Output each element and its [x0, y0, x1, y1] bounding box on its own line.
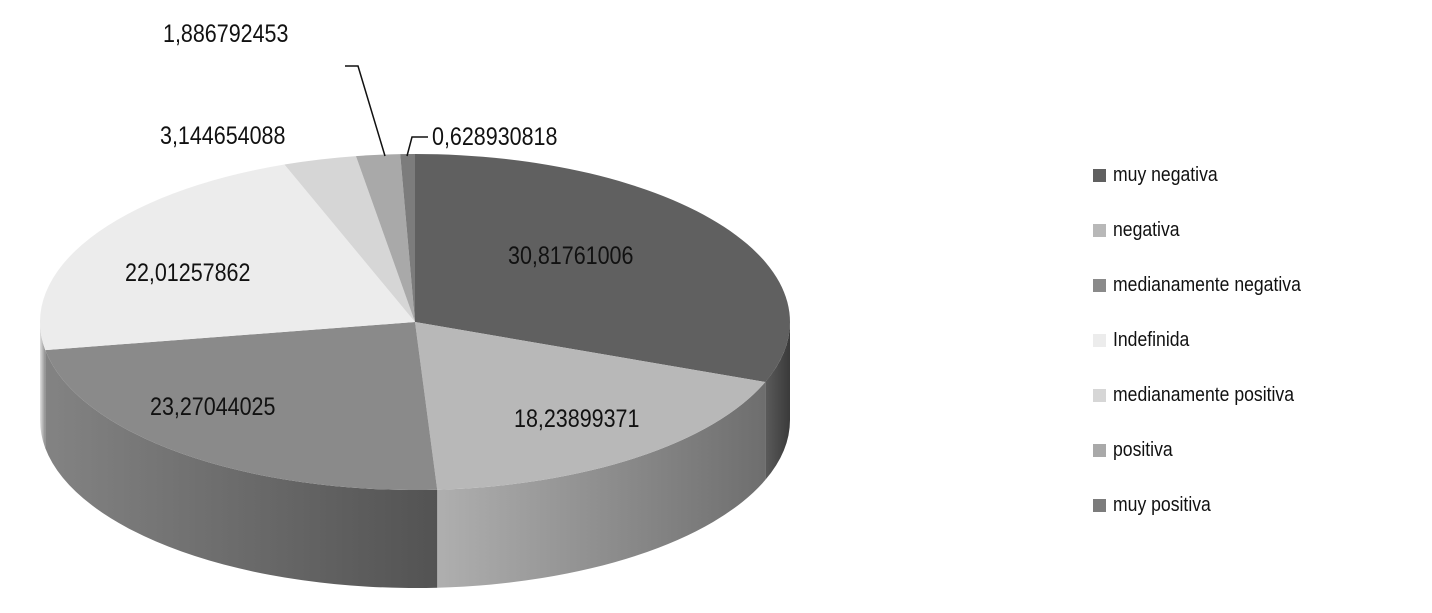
legend-item: Indefinida: [1093, 313, 1326, 368]
legend-swatch: [1093, 334, 1106, 347]
data-label: 0,628930818: [432, 122, 557, 150]
pie-slice-muy-negativa: [415, 154, 790, 383]
legend-item: medianamente negativa: [1093, 258, 1326, 313]
pie-slice-positiva: [355, 154, 415, 322]
legend-label: positiva: [1113, 439, 1173, 461]
pie-chart: 30,81761006 18,23899371 23,27044025 22,0125…: [39, 19, 790, 589]
legend-swatch: [1093, 499, 1106, 512]
leader-line: [345, 65, 386, 157]
legend-item: positiva: [1093, 423, 1326, 478]
legend-item: muy negativa: [1093, 148, 1326, 203]
data-label: 23,27044025: [150, 392, 275, 420]
legend-label: muy positiva: [1113, 494, 1211, 516]
data-label: 22,01257862: [125, 258, 250, 286]
legend-label: medianamente positiva: [1113, 384, 1295, 406]
pie-slice-indefinida: [39, 164, 415, 351]
legend-label: medianamente negativa: [1113, 274, 1301, 296]
pie-slice-medianamente-negativa: [45, 322, 438, 490]
legend-swatch: [1093, 169, 1106, 182]
pie-slice-muy-positiva: [400, 154, 415, 322]
data-label: 18,23899371: [514, 404, 639, 432]
legend-swatch: [1093, 444, 1106, 457]
pie-slice-medianamente-positiva: [284, 156, 415, 322]
data-label: 1,886792453: [163, 19, 288, 47]
legend-swatch: [1093, 389, 1106, 402]
pie-side-1: [437, 382, 766, 588]
leader-line: [406, 136, 428, 157]
data-label: 3,144654088: [160, 121, 285, 149]
legend-swatch: [1093, 279, 1106, 292]
legend-item: negativa: [1093, 203, 1326, 258]
legend: muy negativa negativa medianamente negativ…: [1093, 148, 1326, 533]
legend-label: Indefinida: [1113, 329, 1190, 351]
legend-label: muy negativa: [1113, 164, 1218, 186]
pie-side-3: [40, 322, 46, 449]
legend-swatch: [1093, 224, 1106, 237]
pie-slice-negativa: [415, 322, 766, 490]
data-label: 30,81761006: [508, 241, 633, 269]
legend-item: muy positiva: [1093, 478, 1326, 533]
legend-item: medianamente positiva: [1093, 368, 1326, 423]
pie-side-2: [45, 350, 438, 589]
legend-label: negativa: [1113, 219, 1180, 241]
pie-side-0: [765, 322, 790, 481]
